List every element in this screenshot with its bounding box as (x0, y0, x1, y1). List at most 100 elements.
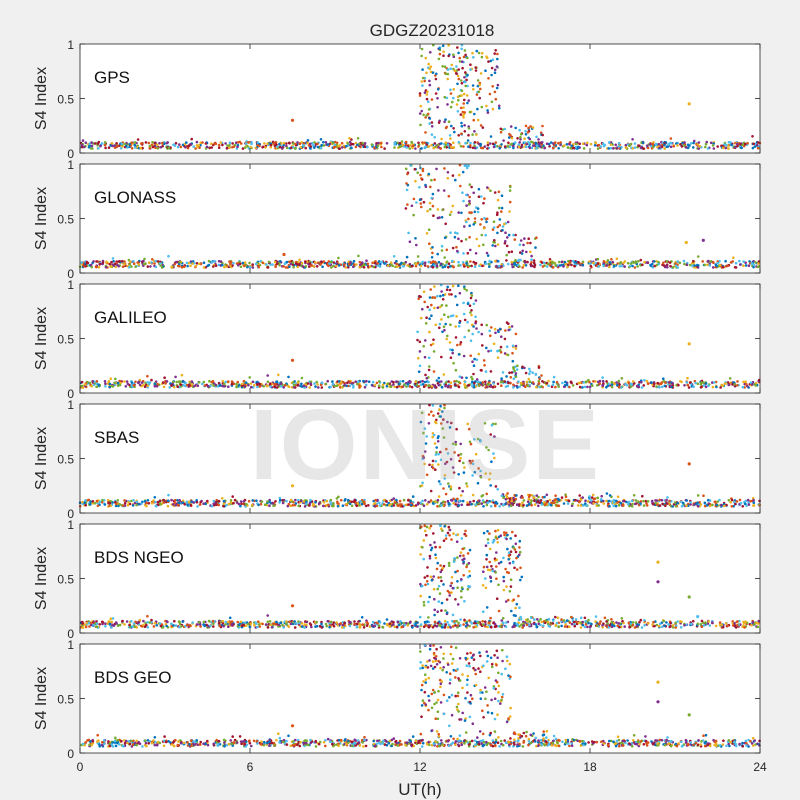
data-point (464, 71, 467, 74)
data-point (460, 376, 464, 379)
data-point (461, 66, 464, 70)
data-point (637, 260, 640, 263)
data-point (451, 284, 455, 288)
data-point (254, 262, 258, 266)
data-point (450, 499, 454, 502)
data-point (433, 178, 436, 181)
data-point (457, 284, 460, 288)
data-point (222, 499, 226, 503)
data-point (419, 104, 423, 108)
data-point (481, 381, 485, 384)
data-point (512, 383, 515, 387)
data-point (421, 169, 425, 173)
data-point (445, 248, 449, 252)
data-point (392, 380, 395, 384)
data-point (161, 381, 165, 384)
data-point (440, 318, 443, 321)
data-point (90, 265, 93, 269)
data-point (646, 382, 650, 386)
data-point (685, 263, 689, 267)
data-point (154, 259, 157, 263)
y-tick-label: 0.5 (57, 93, 74, 107)
data-point (581, 263, 585, 267)
data-point (561, 381, 564, 385)
data-point (471, 332, 475, 336)
data-point (510, 136, 514, 140)
data-point (335, 264, 338, 268)
data-point (98, 623, 101, 626)
data-point (479, 124, 483, 127)
data-point (430, 125, 434, 128)
data-point (453, 451, 456, 454)
data-point (442, 325, 446, 329)
data-point (449, 231, 452, 234)
data-point (157, 503, 160, 507)
data-point (421, 260, 425, 264)
data-point (433, 285, 436, 288)
data-point (441, 44, 445, 48)
data-point (237, 141, 240, 144)
data-point (218, 384, 222, 387)
data-point (711, 144, 715, 147)
data-point (557, 141, 560, 145)
data-point (146, 381, 149, 384)
data-point (366, 145, 369, 149)
data-point (676, 144, 679, 147)
data-point (708, 504, 712, 508)
data-point (493, 191, 497, 194)
data-point (453, 130, 456, 134)
data-point (518, 265, 521, 268)
data-point (451, 619, 454, 623)
data-point (440, 290, 443, 293)
data-point (645, 502, 648, 505)
data-point (457, 504, 461, 507)
data-point (308, 142, 312, 146)
data-point (414, 179, 417, 183)
data-point (657, 260, 660, 264)
data-point (441, 208, 444, 212)
data-point (547, 142, 551, 146)
data-point (217, 499, 220, 503)
data-point (448, 134, 452, 137)
data-point (646, 146, 650, 150)
data-point (336, 504, 340, 508)
data-point (406, 264, 410, 267)
data-point (130, 141, 133, 145)
data-point (462, 106, 465, 109)
data-point (471, 146, 475, 150)
data-point (507, 233, 511, 237)
data-point (571, 502, 574, 506)
data-point (528, 493, 532, 497)
data-point (506, 353, 510, 357)
data-point (474, 252, 478, 255)
data-point (222, 504, 225, 508)
data-point (706, 147, 710, 150)
data-point (514, 372, 518, 375)
data-point (484, 233, 488, 237)
data-point (118, 379, 121, 383)
data-point (601, 379, 605, 383)
data-point (745, 383, 748, 386)
data-point (316, 383, 319, 386)
data-point (269, 143, 273, 147)
data-point (308, 262, 312, 265)
data-point (436, 306, 440, 310)
outlier-point (687, 102, 691, 106)
data-point (612, 498, 616, 502)
data-point (562, 502, 566, 505)
data-point (217, 259, 221, 263)
data-point (519, 258, 522, 262)
data-point (176, 145, 180, 149)
data-point (564, 495, 568, 499)
data-point (354, 145, 358, 149)
data-point (414, 380, 418, 384)
data-point (443, 120, 446, 124)
data-point (424, 373, 427, 377)
data-point (332, 261, 336, 264)
data-point (251, 503, 254, 507)
data-point (430, 314, 433, 318)
data-point (545, 381, 549, 385)
data-point (688, 381, 692, 384)
data-point (329, 385, 332, 389)
data-point (417, 141, 420, 145)
